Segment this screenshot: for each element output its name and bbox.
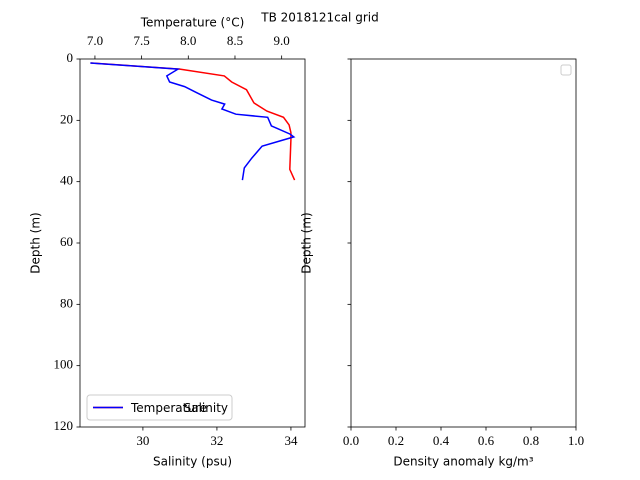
x-axis-label: Density anomaly kg/m³	[393, 455, 533, 469]
y-tick-label: 20	[60, 111, 73, 126]
x-tick-label: 34	[284, 433, 298, 448]
x-tick-label: 1.0	[568, 433, 584, 448]
y-tick-label: 0	[67, 50, 74, 65]
y-axis-label: Depth (m)	[29, 212, 43, 273]
x-tick-label: 0.4	[433, 433, 450, 448]
x2-tick-label: 8.0	[180, 33, 196, 48]
x-tick-label: 30	[136, 433, 149, 448]
series-line	[91, 62, 296, 181]
x2-tick-label: 8.5	[227, 33, 243, 48]
x-tick-label: 0.6	[478, 433, 495, 448]
y-tick-label: 60	[60, 234, 73, 249]
x-tick-label: 0.8	[523, 433, 539, 448]
figure-title: TB 2018121cal grid	[260, 11, 378, 25]
legend-label: Temperature	[130, 401, 207, 415]
x-tick-label: 0.2	[388, 433, 404, 448]
y-tick-label: 80	[60, 295, 73, 310]
x2-tick-label: 7.5	[133, 33, 149, 48]
x-tick-label: 32	[210, 433, 223, 448]
x-axis-label: Salinity (psu)	[153, 455, 232, 469]
axes-frame	[350, 58, 577, 428]
axes-frame	[79, 58, 306, 428]
y-tick-label: 100	[54, 357, 74, 372]
legend-label: Salinity	[184, 401, 228, 415]
x2-axis-label: Temperature (°C)	[140, 16, 245, 30]
x-tick-label: 0.0	[343, 433, 359, 448]
y-tick-label: 120	[54, 418, 74, 433]
x2-tick-label: 9.0	[274, 33, 290, 48]
x2-tick-label: 7.0	[87, 33, 103, 48]
y-tick-label: 40	[60, 173, 73, 188]
legend-box	[86, 394, 233, 421]
y-axis-label: Depth (m)	[300, 212, 314, 273]
series-line	[90, 62, 296, 181]
legend-box	[560, 64, 572, 76]
